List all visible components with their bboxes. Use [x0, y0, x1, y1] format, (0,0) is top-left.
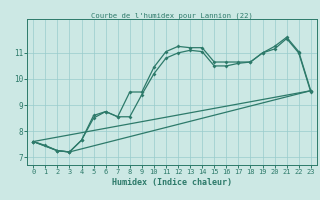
X-axis label: Humidex (Indice chaleur): Humidex (Indice chaleur) — [112, 178, 232, 187]
Title: Courbe de l'humidex pour Lannion (22): Courbe de l'humidex pour Lannion (22) — [91, 12, 253, 19]
